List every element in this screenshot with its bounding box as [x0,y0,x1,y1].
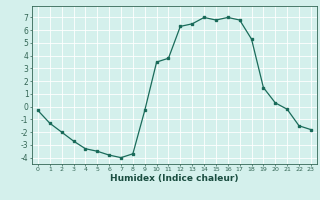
X-axis label: Humidex (Indice chaleur): Humidex (Indice chaleur) [110,174,239,183]
